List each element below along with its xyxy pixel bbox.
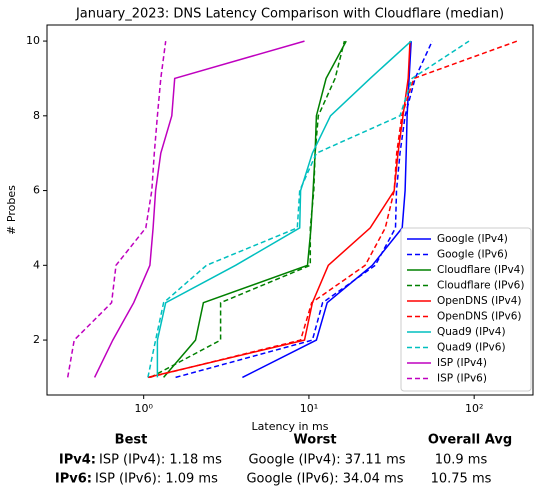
summary-header: Best [115,433,148,448]
chart-title: January_2023: DNS Latency Comparison wit… [75,7,504,22]
series-line [163,40,347,378]
series-line [150,40,346,379]
summary-table: Best Worst Overall Avg IPv4: ISP (IPv4):… [55,433,512,487]
y-tick-label: 4 [33,258,40,271]
summary-row-label: IPv6: [55,472,92,487]
y-tick-label: 2 [33,333,40,346]
y-tick-label: 10 [26,34,40,47]
x-axis-label: Latency in ms [252,420,329,433]
legend-label: OpenDNS (IPv4) [437,295,522,307]
series-line [147,41,411,379]
y-tick-label: 8 [33,109,40,122]
series-line [93,40,305,378]
y-tick-label: 6 [33,184,40,197]
summary-header: Worst [293,433,336,448]
summary-header: Overall Avg [428,433,512,448]
x-tick-label: 10¹ [300,402,318,415]
legend-label: OpenDNS (IPv6) [437,311,522,323]
plot-frame [46,24,534,396]
legend-label: Google (IPv6) [437,249,508,261]
legend-label: ISP (IPv6) [437,373,487,385]
series-line [149,40,518,379]
series-line [156,40,412,378]
summary-cell: ISP (IPv4): 1.18 ms [99,453,222,468]
series-line [66,41,167,378]
series-line [242,41,412,379]
summary-cell: Google (IPv4): 37.11 ms [248,453,405,468]
legend-label: Cloudflare (IPv6) [437,280,524,292]
series-line [175,40,433,379]
summary-cell: 10.75 ms [431,472,492,487]
legend-label: Quad9 (IPv6) [437,342,506,354]
y-axis-label: # Probes [5,185,18,235]
summary-cell: 10.9 ms [435,453,488,468]
x-tick-label: 10⁰ [134,402,153,415]
series-line [147,40,470,378]
legend-box [400,227,532,392]
x-tick-label: 10² [465,402,483,415]
legend-label: Cloudflare (IPv4) [437,264,524,276]
legend-label: Quad9 (IPv4) [437,326,506,338]
summary-row-label: IPv4: [59,453,96,468]
summary-cell: Google (IPv6): 34.04 ms [246,472,403,487]
summary-cell: ISP (IPv6): 1.09 ms [95,472,218,487]
legend-label: Google (IPv4) [437,233,508,245]
legend-label: ISP (IPv4) [437,357,487,369]
